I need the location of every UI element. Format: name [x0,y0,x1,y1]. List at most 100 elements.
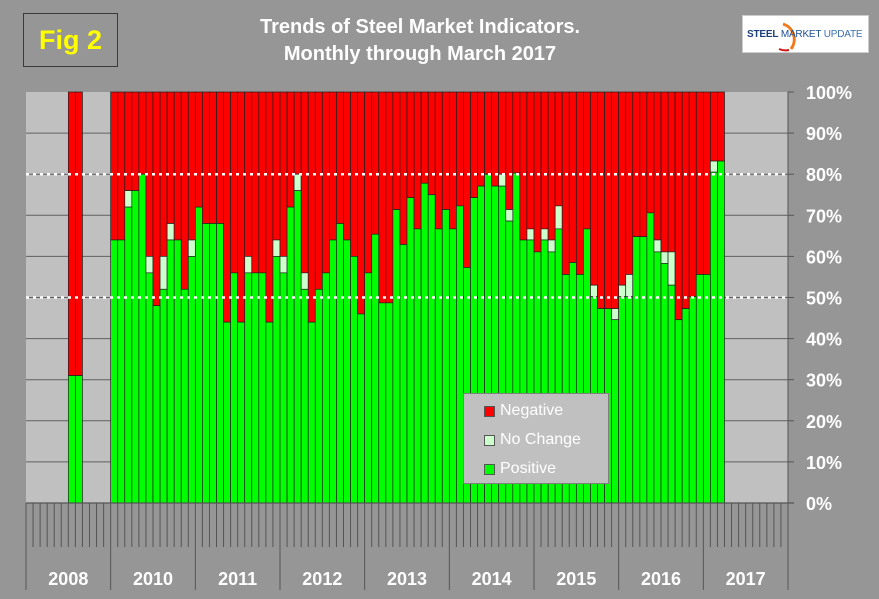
bar-negative [138,91,147,175]
bar-positive [244,272,253,504]
bar-negative [385,91,394,304]
bar-no-change [526,228,535,241]
bar-positive [717,160,725,504]
y-tick-label: 100% [806,83,852,103]
y-tick-label: 80% [806,165,842,185]
bar-no-change [279,256,288,274]
bar-negative [378,91,387,304]
bar-negative [251,91,260,274]
bar-positive [209,223,217,504]
bar-negative [653,91,662,241]
bar-negative [237,91,246,323]
chart-legend: Negative No Change Positive [463,393,609,484]
bar-no-change [618,284,627,298]
bar-negative [561,91,570,275]
bar-negative [477,91,485,187]
bar-positive [279,272,288,504]
bar-positive [639,236,648,504]
bar-negative [660,91,669,253]
logo-swoosh-icon [778,22,796,52]
bar-no-change [498,173,507,187]
bar-positive [632,236,641,504]
chart-title: Trends of Steel Market Indicators. Month… [200,14,640,68]
y-tick-label: 10% [806,453,842,473]
bar-negative [618,91,627,286]
bar-negative [533,91,542,253]
bar-negative [625,91,634,275]
bar-no-change [653,239,662,253]
bar-negative [597,91,605,309]
logo-text: STEEL MARKET UPDATE [747,29,863,40]
bar-positive [329,239,337,504]
bar-negative [519,91,528,241]
x-group-label: 2013 [387,569,427,589]
bar-negative [223,91,231,323]
bar-negative [343,91,351,241]
bar-positive [399,244,408,504]
bar-negative [512,91,521,174]
bar-positive [321,272,330,504]
bar-positive [216,223,224,504]
legend-label-negative: Negative [500,402,564,419]
logo-word-update: UPDATE [823,29,863,40]
bar-negative [131,91,140,191]
bar-negative [187,91,196,241]
bar-negative [505,91,514,210]
bar-negative [216,91,224,224]
bar-no-change [244,256,253,274]
bar-positive [131,190,140,504]
legend-swatch-no-change [484,434,495,446]
bar-no-change [187,239,196,257]
x-group-label: 2010 [133,569,173,589]
bar-negative [336,91,344,224]
bar-positive [364,272,373,504]
bar-negative [639,91,648,238]
bar-positive [202,223,210,504]
bar-negative [67,91,76,376]
bar-negative [202,91,210,224]
bar-negative [152,91,161,307]
bar-negative [540,91,549,230]
bar-no-change [660,251,669,264]
bar-positive [272,256,281,504]
bar-no-change [554,205,563,230]
x-group-label: 2012 [302,569,342,589]
bar-negative [632,91,641,238]
bar-positive [378,302,387,504]
bar-negative [258,91,267,274]
legend-item-positive: Positive [484,460,556,478]
bar-positive [618,296,627,504]
bar-positive [75,375,83,504]
bar-no-change [611,308,620,321]
bar-negative [286,91,295,208]
bar-positive [625,296,634,504]
x-group-label: 2017 [726,569,766,589]
bar-negative [441,91,450,210]
bar-negative [329,91,337,241]
bar-negative [371,91,380,235]
bar-positive [152,305,161,504]
x-group-label: 2008 [48,569,88,589]
bar-positive [67,375,76,504]
y-tick-label: 90% [806,124,842,144]
bar-negative [265,91,274,323]
bar-negative [75,91,83,376]
chart-title-line2: Monthly through March 2017 [283,43,557,65]
bar-no-change [300,272,309,290]
bar-positive [145,272,154,504]
bar-positive [441,209,450,504]
bar-negative [399,91,408,245]
y-tick-label: 50% [806,289,842,309]
bar-positive [688,296,697,504]
bar-positive [406,197,415,504]
bar-no-change [272,239,281,257]
bar-positive [237,321,246,504]
bar-positive [180,288,189,504]
x-group-label: 2016 [641,569,681,589]
bar-negative [695,91,704,275]
bar-positive [194,206,203,504]
bar-positive [223,321,231,504]
bar-negative [568,91,577,263]
bar-positive [124,206,133,504]
